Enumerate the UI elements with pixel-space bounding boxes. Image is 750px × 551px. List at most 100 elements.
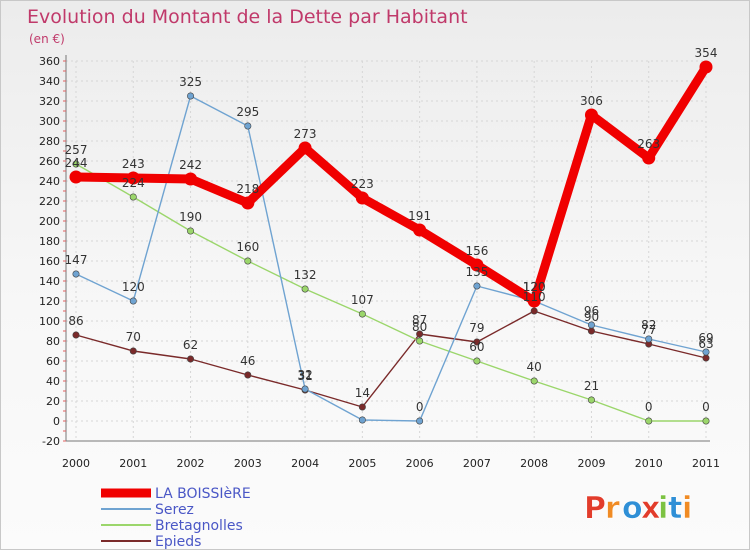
x-tick-label: 2000 [62,457,90,470]
point-s3-2002 [187,227,195,235]
data-label-s4-2005: 14 [355,386,370,400]
data-label-s1-2007: 156 [465,244,488,258]
data-label-s1-2011: 354 [695,46,718,60]
point-s3-2008 [530,377,538,385]
point-s1-2010 [642,151,656,165]
data-label-s3-2011: 0 [702,400,710,414]
x-tick-label: 2008 [520,457,548,470]
point-s3-2003 [244,257,252,265]
legend-label-3: Bretagnolles [155,518,243,534]
point-s2-2003 [244,122,252,130]
point-s2-2002 [187,92,195,100]
point-s3-2004 [301,285,309,293]
y-tick-label: 140 [39,275,60,288]
point-s2-2000 [72,270,80,278]
x-tick-label: 2001 [119,457,147,470]
y-tick-label: 100 [39,315,60,328]
y-tick-label: 200 [39,215,60,228]
y-tick-label: 360 [39,55,60,68]
data-label-s1-2009: 306 [580,94,603,108]
legend-label-2: Serez [155,502,194,518]
y-tick-label: 340 [39,75,60,88]
point-s4-2006 [416,330,424,338]
y-tick-label: 60 [46,355,60,368]
data-label-s4-2008: 110 [523,290,546,304]
data-label-s1-2005: 223 [351,177,374,191]
point-s1-2003 [241,196,255,210]
data-label-s3-2010: 0 [645,400,653,414]
y-tick-label: 20 [46,395,60,408]
point-s2-2007 [473,282,481,290]
logo-letter: o [622,491,643,526]
y-tick-label: 260 [39,155,60,168]
point-s1-2009 [584,108,598,122]
legend-label-4: Epieds [155,534,201,550]
y-tick-label: 40 [46,375,60,388]
x-tick-label: 2002 [177,457,205,470]
data-label-s3-2009: 21 [584,379,599,393]
data-label-s2-2010: 82 [641,318,656,332]
axes: -200204060801001201401601802002202402602… [39,55,720,470]
point-s3-2011 [702,417,710,425]
point-s2-2006 [416,417,424,425]
data-label-s2-2001: 120 [122,280,145,294]
series-line-3 [75,163,707,422]
data-label-s1-2003: 218 [236,182,259,196]
point-s4-2000 [72,331,80,339]
point-s1-2005 [355,191,369,205]
data-label-s1-2010: 263 [637,137,660,151]
data-label-s3-2005: 107 [351,293,374,307]
y-tick-label: 180 [39,235,60,248]
point-s1-2006 [413,223,427,237]
data-label-s3-2004: 132 [294,268,317,282]
x-tick-label: 2010 [635,457,663,470]
data-label-s1-2001: 243 [122,157,145,171]
data-label-s3-2003: 160 [236,240,259,254]
data-label-s4-2007: 79 [469,321,484,335]
point-s4-2001 [129,347,137,355]
data-label-s2-2004: 32 [297,368,312,382]
point-s1-2007 [470,258,484,272]
point-s1-2011 [699,60,713,74]
point-s2-2009 [587,321,595,329]
y-tick-label: 220 [39,195,60,208]
data-label-s4-2004: 31 [297,369,312,383]
point-s1-2001 [126,171,140,185]
data-label-s1-2008: 120 [523,280,546,294]
x-tick-label: 2007 [463,457,491,470]
logo-letter: i [658,491,668,526]
point-s3-2005 [358,310,366,318]
point-s4-2003 [244,371,252,379]
data-label-s2-2002: 325 [179,75,202,89]
logo-letter: t [668,491,682,526]
data-label-s2-2011: 69 [698,331,713,345]
point-s3-2009 [587,396,595,404]
logo-letter: x [641,491,660,526]
data-label-s1-2004: 273 [294,127,317,141]
point-s3-2007 [473,357,481,365]
data-label-s2-2008: 120 [523,280,546,294]
point-s4-2011 [702,354,710,362]
data-label-s3-2008: 40 [527,360,542,374]
data-label-s2-2000: 147 [65,253,88,267]
point-s2-2004 [301,385,309,393]
point-s1-2004 [298,141,312,155]
y-tick-label: 80 [46,335,60,348]
grid [66,60,707,442]
data-label-s3-2001: 224 [122,176,145,190]
y-tick-label: 300 [39,115,60,128]
point-s2-2011 [702,348,710,356]
data-labels: 244 243 242 218 273 223 191 156 120 306 263 354 147 1… [65,46,718,414]
series-line-2 [75,95,707,422]
y-tick-label: 120 [39,295,60,308]
data-label-s4-2001: 70 [126,330,141,344]
data-label-s4-2009: 90 [584,310,599,324]
data-label-s3-2006: 80 [412,320,427,334]
y-tick-label: 320 [39,95,60,108]
logo-letter: i [682,491,692,526]
logo-letter: r [605,491,620,526]
x-tick-label: 2003 [234,457,262,470]
